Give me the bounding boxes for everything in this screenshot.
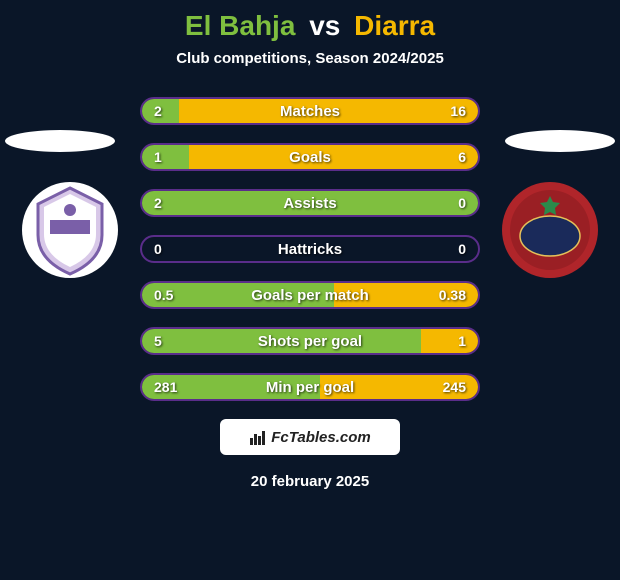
- vs-text: vs: [309, 10, 340, 41]
- stat-label: Min per goal: [142, 379, 478, 396]
- stat-row: 16Goals: [140, 143, 480, 171]
- stat-label: Goals: [142, 149, 478, 166]
- stat-label: Matches: [142, 103, 478, 120]
- comparison-title: El Bahja vs Diarra: [0, 10, 620, 42]
- player1-name: El Bahja: [185, 10, 295, 41]
- season-subtitle: Club competitions, Season 2024/2025: [0, 50, 620, 67]
- stat-row: 0.50.38Goals per match: [140, 281, 480, 309]
- player2-club-badge: [500, 180, 600, 280]
- stat-row: 20Assists: [140, 189, 480, 217]
- stat-label: Goals per match: [142, 287, 478, 304]
- stat-row: 216Matches: [140, 97, 480, 125]
- player2-ellipse: [505, 130, 615, 152]
- brand-badge[interactable]: FcTables.com: [220, 419, 400, 455]
- brand-icon: [249, 428, 267, 446]
- stat-row: 281245Min per goal: [140, 373, 480, 401]
- stat-label: Assists: [142, 195, 478, 212]
- player1-club-badge: [20, 180, 120, 280]
- brand-text: FcTables.com: [271, 429, 370, 446]
- stat-label: Shots per goal: [142, 333, 478, 350]
- stat-row: 00Hattricks: [140, 235, 480, 263]
- stat-row: 51Shots per goal: [140, 327, 480, 355]
- stat-bars: 216Matches 16Goals 20Assists 00Hattricks 0.5…: [140, 97, 480, 401]
- footer-date: 20 february 2025: [0, 473, 620, 490]
- player1-ellipse: [5, 130, 115, 152]
- player2-name: Diarra: [354, 10, 435, 41]
- stat-label: Hattricks: [142, 241, 478, 258]
